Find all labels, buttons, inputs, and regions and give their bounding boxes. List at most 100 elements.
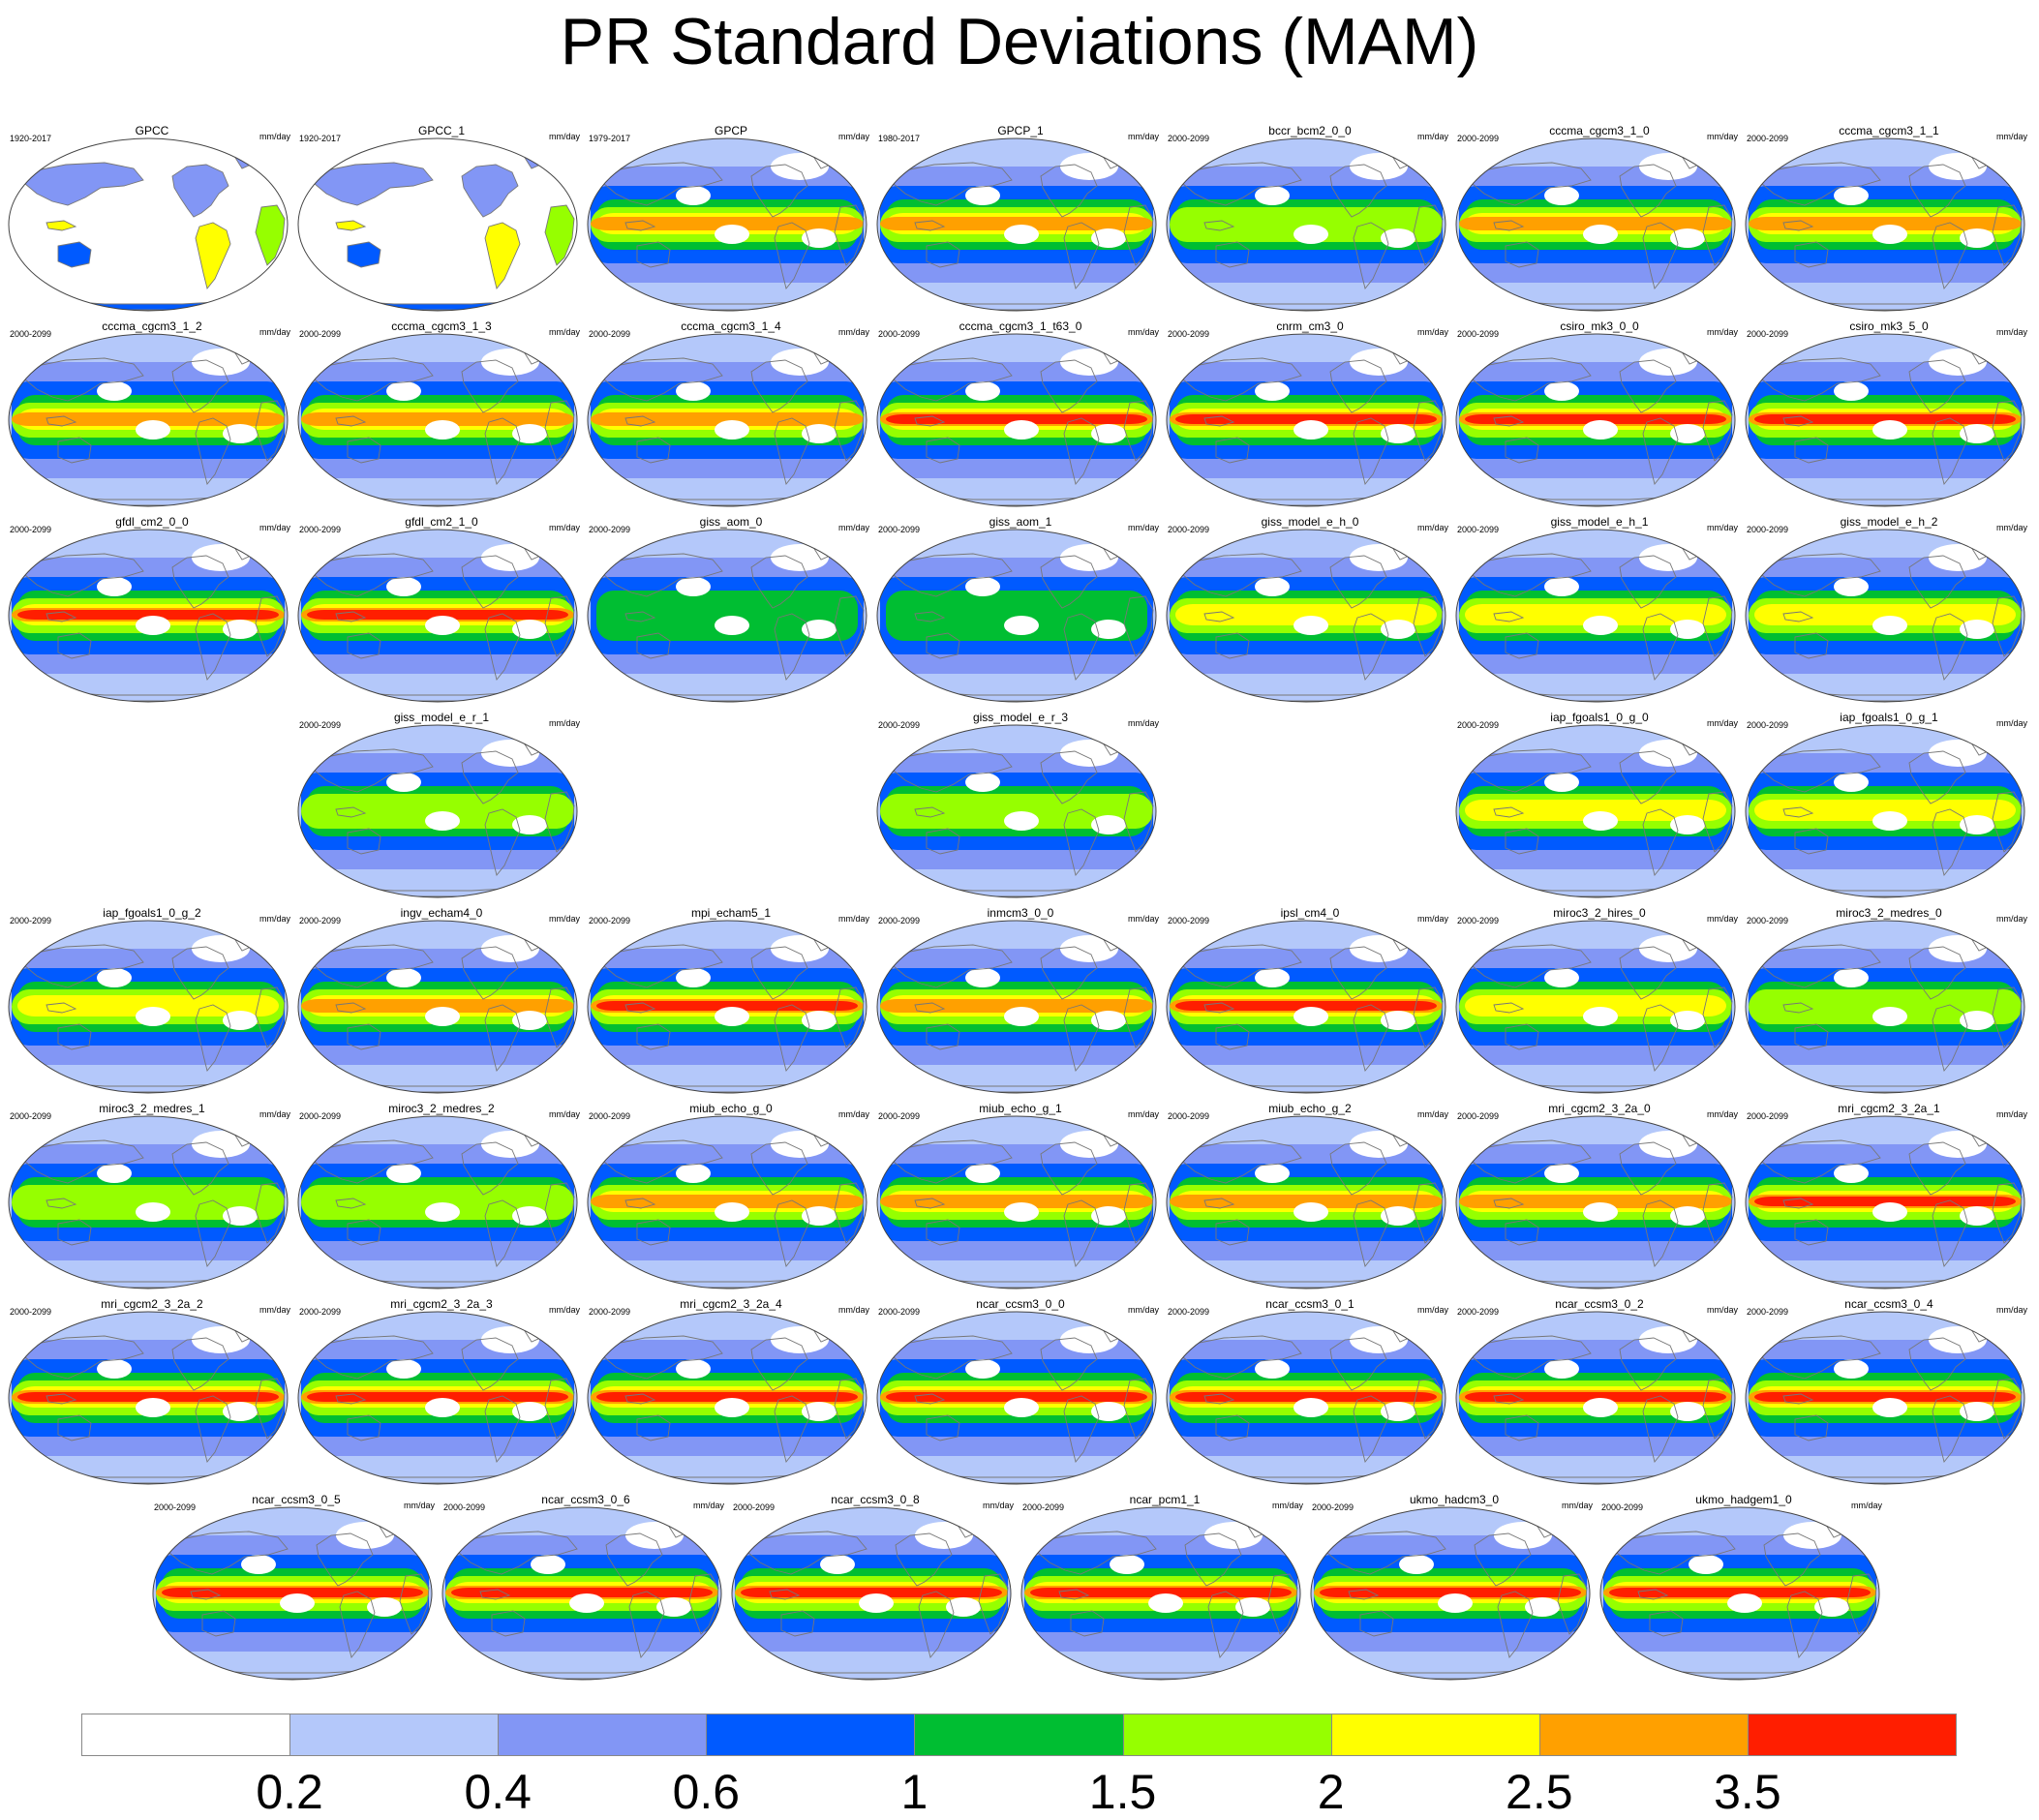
map-plot bbox=[1166, 137, 1446, 312]
colorbar-tick-label: 0.6 bbox=[672, 1765, 741, 1819]
dry-zone bbox=[136, 1007, 170, 1026]
arctic-zone bbox=[1929, 1326, 1987, 1353]
coastline-indonesia bbox=[46, 1393, 77, 1405]
coastline-africa bbox=[255, 1182, 286, 1244]
arctic-zone bbox=[771, 935, 829, 962]
dry-zone bbox=[1235, 1597, 1270, 1617]
panel-units: mm/day bbox=[837, 523, 869, 532]
map-border bbox=[1455, 333, 1736, 507]
map-plot bbox=[8, 920, 289, 1094]
coastline-australia bbox=[1505, 241, 1539, 268]
dry-zone bbox=[802, 1402, 837, 1421]
contour-band-level-8 bbox=[886, 1392, 1147, 1402]
coastline-namerica bbox=[1619, 1141, 1677, 1196]
panel-units: mm/day bbox=[259, 1109, 290, 1119]
dry-zone bbox=[425, 1398, 460, 1417]
map-plot bbox=[152, 1506, 433, 1681]
map-panel: miub_echo_g_1 2000-2099 mm/day bbox=[876, 1102, 1165, 1289]
map-plot bbox=[8, 1115, 289, 1289]
panel-title: miroc3_2_medres_2 bbox=[388, 1102, 495, 1115]
map-panel: ncar_ccsm3_0_4 2000-2099 mm/day bbox=[1745, 1297, 2033, 1485]
coastline-namerica bbox=[171, 1141, 229, 1196]
land-field-namerica bbox=[462, 165, 518, 217]
coastline-namerica bbox=[171, 164, 229, 218]
dry-zone bbox=[1583, 811, 1618, 831]
panel-units: mm/day bbox=[837, 914, 869, 924]
coastline-namerica bbox=[750, 946, 808, 1000]
coastline-samerica bbox=[1932, 417, 1968, 485]
coastline-africa bbox=[1413, 204, 1444, 266]
panel-title: giss_model_e_h_0 bbox=[1261, 515, 1359, 529]
panel-units: mm/day bbox=[548, 132, 580, 141]
map-plot bbox=[297, 529, 578, 703]
arctic-zone bbox=[771, 544, 829, 571]
panel-units: mm/day bbox=[1706, 718, 1738, 728]
map-border bbox=[1455, 724, 1736, 898]
coastline-australia bbox=[926, 1414, 960, 1441]
panel-units: mm/day bbox=[1416, 914, 1448, 924]
coastline-africa bbox=[255, 986, 286, 1048]
arctic-zone bbox=[1639, 544, 1697, 571]
coastline-samerica bbox=[1932, 1395, 1968, 1463]
dry-zone bbox=[1381, 1402, 1415, 1421]
panel-units: mm/day bbox=[1706, 523, 1738, 532]
dry-zone bbox=[1544, 968, 1579, 987]
dry-zone bbox=[1525, 1597, 1560, 1617]
panel-title: ukmo_hadcm3_0 bbox=[1409, 1493, 1500, 1506]
panel-years: 2000-2099 bbox=[1312, 1502, 1354, 1512]
map-panel: cccma_cgcm3_1_3 2000-2099 mm/day bbox=[297, 319, 586, 507]
dry-zone bbox=[1670, 1402, 1705, 1421]
coastline-australia bbox=[1070, 1610, 1105, 1637]
map-panel: giss_model_e_r_1 2000-2099 mm/day bbox=[297, 711, 586, 898]
land-field-samerica bbox=[485, 223, 520, 288]
coastline-africa bbox=[399, 1573, 430, 1635]
panel-units: mm/day bbox=[1127, 914, 1159, 924]
panel-title: miroc3_2_medres_1 bbox=[99, 1102, 205, 1115]
map-panel: giss_aom_1 2000-2099 mm/day bbox=[876, 515, 1165, 703]
coastline-africa bbox=[544, 791, 575, 853]
map-border bbox=[876, 333, 1157, 507]
coastline-indonesia bbox=[624, 415, 656, 427]
dry-zone bbox=[965, 773, 1000, 792]
contour-band-level-7 bbox=[1459, 217, 1732, 230]
coastline-australia bbox=[1794, 1414, 1829, 1441]
coastline-africa bbox=[1992, 400, 2023, 462]
map-plot bbox=[587, 1115, 867, 1289]
contour-band-level-7 bbox=[12, 412, 285, 426]
panel-years: 2000-2099 bbox=[1457, 1111, 1500, 1121]
coastline-australia bbox=[1505, 1219, 1539, 1246]
dry-zone bbox=[1544, 1164, 1579, 1183]
coastline-samerica bbox=[1353, 1395, 1389, 1463]
panel-units: mm/day bbox=[982, 1501, 1014, 1510]
panel-years: 2000-2099 bbox=[1168, 1307, 1210, 1317]
dry-zone bbox=[1960, 1011, 1994, 1030]
dry-zone bbox=[1004, 811, 1039, 831]
panel-title: mri_cgcm2_3_2a_4 bbox=[680, 1297, 782, 1311]
dry-zone bbox=[676, 1359, 711, 1379]
contour-band-level-5 bbox=[12, 1185, 285, 1220]
map-border bbox=[587, 137, 867, 312]
map-border bbox=[731, 1506, 1012, 1681]
coastline-eurasia bbox=[1761, 357, 1881, 402]
panel-years: 2000-2099 bbox=[299, 329, 342, 339]
coastline-samerica bbox=[484, 417, 521, 485]
dry-zone bbox=[1004, 1398, 1039, 1417]
coastline-eurasia bbox=[1182, 1335, 1302, 1380]
panel-years: 2000-2099 bbox=[1747, 134, 1789, 143]
colorbar-swatch bbox=[81, 1714, 291, 1756]
coastline-africa bbox=[544, 595, 575, 657]
dry-zone bbox=[1293, 1007, 1328, 1026]
map-border bbox=[587, 1115, 867, 1289]
map-panel: giss_model_e_h_0 2000-2099 mm/day bbox=[1166, 515, 1454, 703]
dry-zone bbox=[1834, 577, 1869, 596]
coastline-indonesia bbox=[769, 1589, 801, 1600]
dry-zone bbox=[1255, 1164, 1290, 1183]
coastline-eurasia bbox=[24, 553, 144, 597]
dry-zone bbox=[425, 1007, 460, 1026]
coastline-namerica bbox=[1329, 555, 1387, 609]
panel-years: 1920-2017 bbox=[299, 134, 342, 143]
map-plot bbox=[587, 529, 867, 703]
panel-units: mm/day bbox=[403, 1501, 435, 1510]
coastline-africa bbox=[544, 1378, 575, 1440]
coastline-eurasia bbox=[1616, 1531, 1736, 1575]
